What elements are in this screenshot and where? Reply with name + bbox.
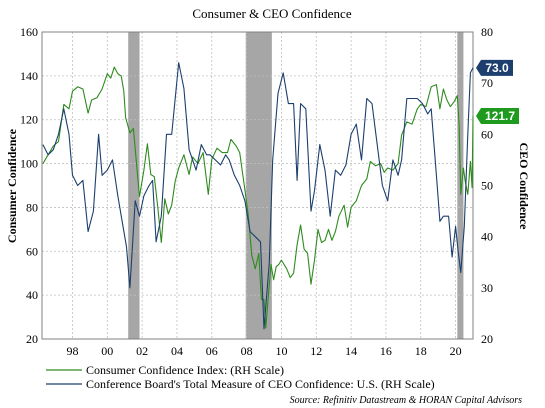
callout-badge: [476, 107, 519, 124]
right-tick-label: 40: [481, 230, 493, 244]
right-tick-label: 20: [481, 332, 493, 346]
right-tick-label: 30: [481, 281, 493, 295]
x-tick-label: 20: [450, 344, 462, 358]
callout-label: 73.0: [485, 61, 509, 75]
series-line-ceo-confidence: [42, 62, 474, 330]
x-tick-label: 98: [66, 344, 78, 358]
left-axis-title: Consumer Confidence: [5, 128, 19, 243]
legend-label-ceo: Conference Board's Total Measure of CEO …: [86, 377, 435, 391]
x-tick-label: 14: [345, 344, 357, 358]
recession-band: [128, 32, 140, 339]
x-tick-label: 16: [380, 344, 392, 358]
callout-badge: [476, 59, 513, 76]
left-tick-label: 80: [26, 200, 38, 214]
chart-title: Consumer & CEO Confidence: [192, 6, 351, 21]
right-tick-label: 50: [481, 179, 493, 193]
right-tick-label: 70: [481, 76, 493, 90]
x-tick-label: 02: [136, 344, 148, 358]
tick-labels: 20 40 60 80 100 120 140 160 20 30 40 50 60 70 80 98 00 02…: [20, 25, 493, 358]
right-axis-title: CEO Confidence: [517, 143, 531, 231]
source-note: Source: Refinitiv Datastream & HORAN Cap…: [290, 395, 522, 406]
left-tick-label: 60: [26, 244, 38, 258]
left-tick-label: 20: [26, 332, 38, 346]
left-tick-label: 160: [20, 25, 38, 39]
recession-bands: [128, 32, 464, 339]
callout-label: 121.7: [485, 109, 515, 123]
x-tick-label: 18: [415, 344, 427, 358]
right-tick-label: 80: [481, 25, 493, 39]
left-tick-label: 40: [26, 288, 38, 302]
x-tick-label: 08: [241, 344, 253, 358]
x-tick-label: 06: [206, 344, 218, 358]
legend: Consumer Confidence Index: (RH Scale) Co…: [46, 363, 435, 391]
legend-label-consumer: Consumer Confidence Index: (RH Scale): [86, 363, 284, 377]
left-tick-label: 120: [20, 113, 38, 127]
x-tick-label: 12: [310, 344, 322, 358]
left-tick-label: 140: [20, 69, 38, 83]
x-tick-label: 10: [275, 344, 287, 358]
plot-area-border: [41, 31, 474, 340]
series-lines: [42, 62, 474, 330]
right-tick-label: 60: [481, 127, 493, 141]
grid-lines: [42, 32, 473, 339]
left-tick-label: 100: [20, 157, 38, 171]
recession-band: [245, 32, 272, 339]
series-line-consumer-confidence: [42, 66, 474, 329]
x-tick-label: 04: [171, 344, 183, 358]
value-callouts: 73.0 121.7: [476, 59, 519, 124]
x-tick-label: 00: [101, 344, 113, 358]
